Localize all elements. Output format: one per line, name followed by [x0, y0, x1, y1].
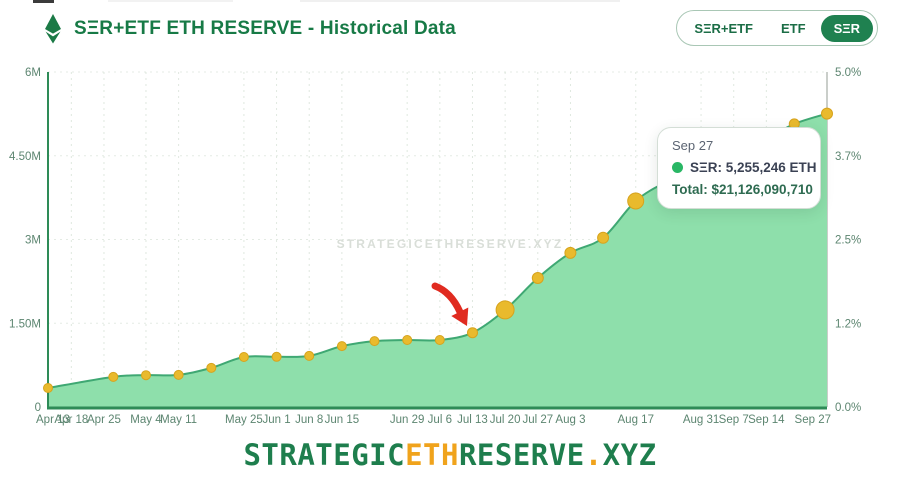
page-title: SΞR+ETF ETH RESERVE - Historical Data — [74, 18, 456, 40]
x-tick-label: May 11 — [160, 414, 197, 426]
x-tick-label: Jul 13 — [457, 414, 488, 426]
x-tick-label: May 4 — [130, 414, 162, 426]
chart-area[interactable]: STRATEGICETHRESERVE.XYZ 6M 4.50M 3M 1.50M 0 5.… — [0, 65, 900, 437]
data-point-may-4[interactable] — [142, 371, 151, 380]
data-point-apr-13[interactable] — [44, 384, 53, 393]
data-point-sep-7[interactable] — [729, 150, 738, 159]
x-tick-label: Sep 7 — [719, 414, 749, 426]
x-tick-label: Jul 20 — [490, 414, 521, 426]
y-right-tick-label: 1.2% — [835, 318, 861, 330]
x-tick-label: Jul 6 — [428, 414, 452, 426]
site-wordmark: STRATEGICETHRESERVE.XYZ — [0, 438, 900, 472]
data-point-jul-27[interactable] — [532, 273, 543, 284]
data-point-jul-13[interactable] — [468, 328, 478, 338]
y-right-tick-label: 2.5% — [835, 235, 861, 247]
x-tick-label: Aug 17 — [618, 414, 654, 426]
wordmark-segment: XYZ — [603, 438, 657, 472]
y-left-tick-label: 6M — [25, 67, 41, 79]
wordmark-segment: RESERVE — [459, 438, 585, 472]
x-tick-label: Apr 25 — [87, 414, 121, 426]
data-point-jun-29[interactable] — [403, 336, 412, 345]
data-point-aug-3[interactable] — [565, 247, 576, 258]
data-point-sep-27[interactable] — [822, 108, 833, 119]
data-point-sep-14[interactable] — [762, 135, 771, 144]
x-tick-label: Sep 14 — [748, 414, 785, 426]
data-point-may-11[interactable] — [174, 370, 183, 379]
data-point-jul-20[interactable] — [496, 301, 514, 319]
toggle-etf[interactable]: ETF — [768, 15, 819, 42]
y-right-tick-label: 3.7% — [835, 151, 861, 163]
data-point-jun-22[interactable] — [370, 337, 379, 346]
x-tick-label: Aug 31 — [683, 414, 719, 426]
toggle-ser[interactable]: SΞR — [821, 15, 873, 42]
reserve-area-chart[interactable]: STRATEGICETHRESERVE.XYZ 6M 4.50M 3M 1.50M 0 5.… — [0, 65, 900, 437]
wordmark-segment: ETH — [405, 438, 459, 472]
data-point-aug-17[interactable] — [628, 193, 644, 209]
area-fill — [48, 114, 827, 407]
data-point-may-25[interactable] — [239, 353, 248, 362]
reserve-mode-toggle-group: SΞR+ETF ETF SΞR — [676, 10, 878, 46]
x-tick-label: Aug 3 — [555, 414, 585, 426]
data-point-jul-6[interactable] — [435, 336, 444, 345]
cropped-top-line — [108, 0, 233, 2]
ethereum-logo-icon — [42, 14, 64, 44]
data-point-jun-8[interactable] — [305, 351, 314, 360]
toggle-ser-etf[interactable]: SΞR+ETF — [681, 15, 766, 42]
cropped-top-line-2 — [300, 0, 620, 2]
x-tick-label: Jun 8 — [295, 414, 323, 426]
y-right-tick-label: 5.0% — [835, 67, 861, 79]
x-tick-label: May 25 — [225, 414, 263, 426]
x-tick-label: Jul 27 — [522, 414, 553, 426]
data-point-jun-1[interactable] — [272, 352, 281, 361]
y-left-tick-label: 0 — [35, 402, 41, 414]
x-tick-label: Jun 29 — [390, 414, 425, 426]
y-left-tick-label: 1.50M — [9, 318, 41, 330]
data-point-aug-31[interactable] — [697, 162, 706, 171]
wordmark-segment: . — [585, 438, 603, 472]
data-point-aug-24[interactable] — [664, 176, 673, 185]
data-point-may-18[interactable] — [207, 363, 216, 372]
data-point-sep-20[interactable] — [789, 119, 799, 129]
data-point-jun-15[interactable] — [337, 342, 346, 351]
x-tick-label: Sep 27 — [795, 414, 831, 426]
app-window: SΞR+ETF ETH RESERVE - Historical Data SΞ… — [0, 0, 900, 485]
x-tick-label: Jun 1 — [262, 414, 290, 426]
data-point-apr-27[interactable] — [109, 372, 118, 381]
page-header: SΞR+ETF ETH RESERVE - Historical Data SΞ… — [0, 8, 900, 52]
y-right-tick-label: 0.0% — [835, 402, 861, 414]
wordmark-segment: STRATEGIC — [243, 438, 405, 472]
chart-watermark: STRATEGICETHRESERVE.XYZ — [337, 237, 564, 251]
y-left-tick-label: 4.50M — [9, 151, 41, 163]
cropped-top-artifact — [33, 0, 54, 3]
data-point-aug-10[interactable] — [598, 232, 609, 243]
x-tick-label: Apr 18 — [54, 414, 88, 426]
y-left-tick-label: 3M — [25, 235, 41, 247]
x-tick-label: Jun 15 — [325, 414, 360, 426]
